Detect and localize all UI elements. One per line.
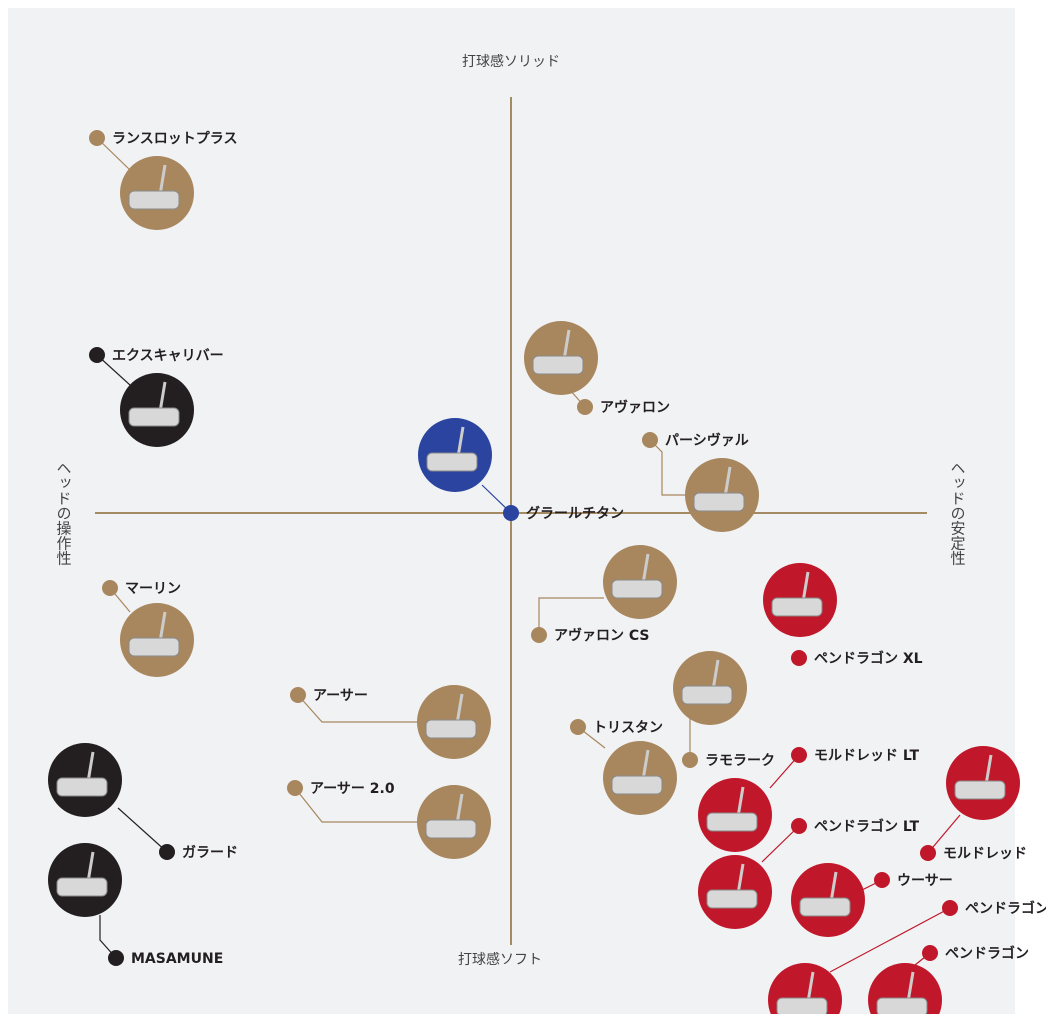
putter-head bbox=[612, 776, 662, 794]
product-label: MASAMUNE bbox=[131, 951, 223, 967]
product-dot bbox=[531, 627, 547, 643]
product-dot bbox=[108, 950, 124, 966]
putter-head bbox=[877, 998, 927, 1014]
putter-head bbox=[129, 191, 179, 209]
putter-head bbox=[129, 408, 179, 426]
product-dot bbox=[102, 580, 118, 596]
axis-left-label: ヘッドの操作性 bbox=[55, 461, 73, 566]
product-dot bbox=[642, 432, 658, 448]
axis-right-label: ヘッドの安定性 bbox=[949, 461, 967, 566]
product-label: アヴァロン CS bbox=[554, 627, 650, 644]
product-dot bbox=[89, 347, 105, 363]
product-label: アーサー bbox=[313, 688, 368, 704]
putter-head bbox=[57, 878, 107, 896]
putter-head bbox=[707, 890, 757, 908]
putter-head bbox=[612, 580, 662, 598]
product-dot bbox=[89, 130, 105, 146]
product-label: ペンドラゴン bbox=[945, 945, 1029, 962]
putter-head bbox=[800, 898, 850, 916]
putter-head bbox=[533, 356, 583, 374]
positioning-map: 打球感ソリッド 打球感ソフト ヘッドの操作性 ヘッドの安定性 ランスロットプラス… bbox=[0, 0, 1046, 1014]
product-label: マーリン bbox=[125, 581, 181, 597]
product-label: ウーサー bbox=[897, 873, 953, 889]
product-dot bbox=[503, 505, 519, 521]
product-label: アヴァロン bbox=[600, 399, 670, 416]
product-label: ペンドラゴン XL bbox=[814, 650, 923, 667]
product-label: エクスキャリバー bbox=[112, 348, 224, 364]
product-dot bbox=[577, 399, 593, 415]
product-dot bbox=[920, 845, 936, 861]
putter-head bbox=[426, 820, 476, 838]
product-dot bbox=[942, 900, 958, 916]
putter-head bbox=[682, 686, 732, 704]
product-label: グラールチタン bbox=[526, 505, 624, 522]
putter-head bbox=[426, 720, 476, 738]
product-label: ランスロットプラス bbox=[112, 131, 237, 147]
product-label: トリスタン bbox=[593, 720, 663, 736]
product-dot bbox=[570, 719, 586, 735]
product-label: パーシヴァル bbox=[665, 432, 749, 449]
product-dot bbox=[682, 752, 698, 768]
axis-top-label: 打球感ソリッド bbox=[462, 53, 560, 70]
putter-head bbox=[772, 598, 822, 616]
product-label: ガラード bbox=[182, 845, 238, 861]
putter-head bbox=[57, 778, 107, 796]
product-dot bbox=[290, 687, 306, 703]
product-dot bbox=[922, 945, 938, 961]
putter-head bbox=[694, 493, 744, 511]
product-label: ラモラーク bbox=[705, 753, 775, 769]
putter-head bbox=[707, 813, 757, 831]
product-dot bbox=[874, 872, 890, 888]
product-dot bbox=[159, 844, 175, 860]
product-dot bbox=[791, 818, 807, 834]
putter-head bbox=[955, 781, 1005, 799]
product-dot bbox=[791, 650, 807, 666]
putter-head bbox=[129, 638, 179, 656]
product-label: ペンドラゴンミニ bbox=[965, 900, 1046, 917]
product-label: モルドレッド bbox=[943, 846, 1027, 862]
putter-head bbox=[427, 453, 477, 471]
map-canvas: 打球感ソリッド 打球感ソフト ヘッドの操作性 ヘッドの安定性 ランスロットプラス… bbox=[0, 0, 1046, 1014]
product-label: ペンドラゴン LT bbox=[814, 818, 919, 835]
axis-bottom-label: 打球感ソフト bbox=[458, 951, 542, 968]
putter-head bbox=[777, 998, 827, 1014]
product-dot bbox=[287, 780, 303, 796]
product-label: アーサー 2.0 bbox=[310, 781, 395, 797]
product-dot bbox=[791, 747, 807, 763]
product-label: モルドレッド LT bbox=[814, 748, 919, 764]
